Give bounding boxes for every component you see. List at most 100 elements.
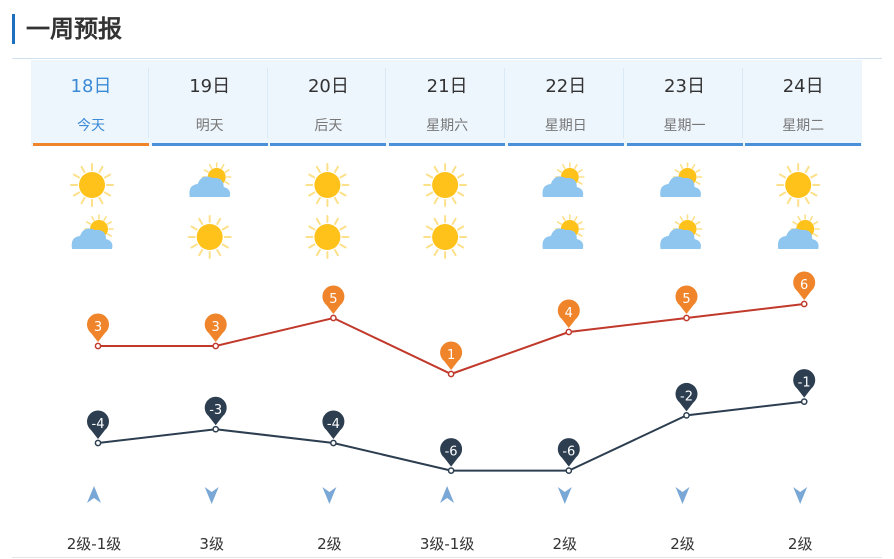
wind-arrow-down-icon	[204, 487, 219, 504]
high-temp-label: 3	[94, 320, 102, 335]
high-temp-marker: 3	[87, 313, 110, 342]
high-temp-marker: 1	[440, 341, 463, 370]
wind-arrow-down-icon	[675, 487, 690, 504]
high-temp-label: 6	[800, 278, 808, 293]
day-weekday: 星期日	[544, 118, 587, 134]
section-header: 一周预报	[12, 12, 882, 44]
day-date: 18日	[70, 76, 112, 97]
day-tab-4[interactable]: 22日 星期日	[507, 60, 624, 146]
low-temp-point	[447, 467, 455, 474]
partly-cloudy-icon	[189, 162, 232, 197]
day-weekday: 星期一	[663, 118, 706, 134]
high-temp-marker: 3	[204, 313, 227, 342]
sunny-icon	[70, 163, 114, 207]
day-tab-1[interactable]: 19日明天	[151, 60, 268, 146]
high-temp-label: 1	[447, 348, 455, 363]
high-temp-point	[447, 370, 455, 378]
high-temp-marker: 4	[557, 299, 580, 328]
high-temp-label: 5	[329, 292, 337, 307]
wind-level: 2级	[552, 535, 578, 553]
low-temp-marker: -4	[322, 410, 345, 439]
low-temp-marker: -2	[675, 382, 698, 412]
day-date: 20日	[307, 76, 349, 97]
wind-level: 2级	[670, 535, 695, 553]
title-accent-bar	[12, 14, 15, 44]
low-temp-marker: -6	[440, 438, 463, 467]
high-temp-label: 4	[565, 306, 573, 321]
low-temp-point	[212, 425, 220, 433]
low-temp-label: -6	[562, 445, 575, 460]
sunny-icon	[423, 163, 468, 207]
wind-level: 3级	[199, 535, 224, 553]
high-temp-point	[330, 314, 337, 322]
high-temp-point	[683, 314, 690, 322]
day-tab-5[interactable]: 23日星期一	[626, 60, 743, 146]
day-date: 23日	[664, 76, 705, 97]
sunny-icon	[187, 215, 232, 259]
day-date: 24日	[782, 76, 824, 97]
high-temp-label: 5	[682, 292, 690, 307]
page-title: 一周预报	[26, 15, 122, 43]
tab-separator	[385, 68, 387, 138]
tab-separator	[148, 68, 149, 138]
partly-cloudy-icon	[542, 214, 585, 249]
header-divider	[12, 58, 882, 59]
partly-cloudy-icon	[71, 214, 114, 249]
day-weekday: 明天	[195, 118, 224, 134]
wind-level: 2级-1级	[66, 535, 122, 553]
sunny-icon	[423, 215, 468, 259]
tab-separator	[504, 68, 506, 138]
day-weekday: 星期二	[782, 118, 825, 134]
wind-arrow-down-icon	[322, 487, 337, 504]
low-temp-label: -1	[798, 376, 811, 391]
high-temp-point	[94, 342, 102, 350]
low-temp-point	[565, 467, 573, 474]
tab-separator	[266, 68, 268, 138]
partly-cloudy-icon	[660, 214, 703, 249]
day-date: 19日	[189, 76, 231, 97]
day-weekday: 今天	[77, 118, 105, 134]
high-temp-label: 3	[212, 320, 220, 335]
day-tabs: 18日 今天 19日 明天 20日 后天 21日 星期六 22日 星期日 23日 星期一 24日 星期二	[31, 60, 862, 146]
low-temp-point	[683, 412, 690, 419]
day-weekday: 星期六	[426, 118, 469, 134]
tab-separator	[622, 68, 624, 138]
day-date: 21日	[426, 76, 468, 97]
low-temp-point	[800, 398, 808, 405]
low-temp-marker: -6	[557, 438, 580, 467]
wind-arrow-down-icon	[557, 487, 572, 504]
low-temp-label: -4	[327, 417, 340, 432]
partly-cloudy-icon	[542, 162, 585, 197]
day-tab-6[interactable]: 24日星期二	[745, 60, 862, 146]
sunny-icon	[305, 163, 350, 207]
low-temp-marker: -1	[793, 369, 816, 398]
low-temp-point	[330, 439, 337, 447]
day-tab-2[interactable]: 20日后天	[270, 60, 387, 146]
high-temp-point	[212, 342, 220, 350]
tab-separator	[741, 68, 743, 138]
wind-arrow-up-icon	[440, 486, 455, 503]
sunny-icon	[776, 163, 821, 207]
high-temp-point	[565, 328, 573, 336]
high-temp-marker: 5	[322, 285, 345, 314]
low-temp-label: -3	[209, 403, 222, 418]
low-temp-label: -2	[680, 389, 693, 404]
low-temp-label: -6	[445, 445, 458, 460]
low-temp-label: -4	[92, 417, 105, 432]
wind-level: 2级	[317, 535, 342, 553]
high-temp-point	[800, 300, 808, 308]
wind-level: 3级-1级	[419, 535, 475, 553]
partly-cloudy-icon	[777, 214, 821, 249]
high-temp-marker: 5	[675, 285, 698, 314]
wind-arrow-up-icon	[87, 486, 101, 503]
wind-arrow-down-icon	[793, 487, 808, 504]
day-weekday: 后天	[314, 118, 343, 134]
bottom-divider	[12, 557, 882, 558]
day-tab-3[interactable]: 21日星期六	[389, 60, 506, 146]
high-temp-marker: 6	[793, 271, 816, 300]
low-temp-marker: -4	[87, 410, 110, 439]
day-tab-0[interactable]: 18日今天	[33, 60, 149, 146]
partly-cloudy-icon	[660, 162, 703, 197]
low-temp-marker: -3	[204, 396, 227, 426]
